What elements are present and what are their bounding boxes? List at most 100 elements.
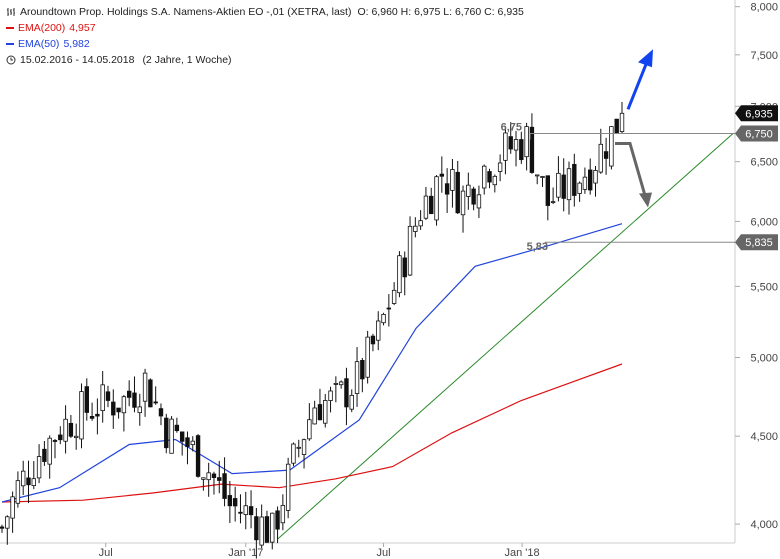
arrow-down-head [639,192,652,208]
candle-body [68,422,74,437]
candle-body [328,390,333,401]
legend-ema50: EMA(50) 5,982 [6,36,524,52]
candle-body [211,473,217,478]
candle-body [386,307,392,310]
candle-body [508,136,513,150]
period-row: 15.02.2016 - 14.05.2018 (2 Jahre, 1 Woch… [6,52,524,68]
ema50-swatch [6,43,14,45]
candle-body [561,174,566,199]
candle-body [174,424,180,432]
candle-body [291,443,296,464]
candle-body [169,418,174,454]
trendline-layer [277,133,734,540]
candle-body [307,419,312,440]
candle-body [492,175,498,186]
candle-body [407,225,413,276]
candle-body [201,477,206,480]
candle-body [471,188,476,205]
candle-body [275,510,280,530]
candle-body [264,516,270,543]
candle-body [190,440,195,446]
candle-body [126,390,132,398]
ema50-label: EMA(50) [18,38,60,50]
candle-body [26,477,31,486]
ema200-value: 4,957 [69,22,96,34]
candle-body [503,132,508,161]
candle-body [529,126,535,173]
candle-body [84,386,89,413]
support-tag-bg [735,234,778,251]
arrow-up-shaft [626,63,648,110]
candle-body [582,176,588,190]
candle-body [52,440,58,442]
candle-body [487,171,492,183]
candle-body [254,516,259,541]
candle-body [142,372,148,402]
candle-body [301,439,307,455]
candle-body [418,220,423,227]
candle-body [312,407,317,425]
y-tick-label: 5,000 [750,353,778,365]
candle-body [116,407,121,413]
candle-body [603,151,609,159]
candle-body [354,361,360,394]
candle-body [296,446,301,449]
x-tick-label: Jul [99,547,113,559]
period-note: (2 Jahre, 1 Woche) [142,54,232,66]
y-tick-label: 8,000 [750,2,778,14]
ema200-label: EMA(200) [18,22,66,34]
period-range: 15.02.2016 - 14.05.2018 [20,54,135,66]
candle-body [572,163,577,196]
candle-body [148,379,153,408]
candle-body [5,516,10,529]
candle-body [439,173,445,177]
candle-body [466,184,471,197]
y-tick-label: 6,000 [750,216,778,228]
candle-body [556,172,561,198]
candle-body [423,195,429,219]
last-price-tag-text: 6,935 [745,108,773,120]
candle-body [15,480,21,504]
ohlc-values: O: 6,960 H: 6,975 L: 6,760 C: 6,935 [357,6,524,18]
candle-body [195,435,201,477]
candle-body [497,162,503,172]
y-tick-label: 4,000 [750,519,778,531]
candle-body [338,381,344,386]
candle-body [513,139,519,151]
resistance-tag-bg [735,125,778,142]
candle-body [222,473,227,499]
resistance-tag-text: 6,750 [745,128,773,140]
ema50-value: 5,982 [63,38,90,50]
y-tick-label: 7,500 [750,50,778,62]
y-tick-label: 4,500 [750,431,778,443]
y-tick-label: 6,500 [750,157,778,169]
clock-icon [6,55,16,65]
chart-legend: Aroundtown Prop. Holdings S.A. Namens-Ak… [6,4,524,68]
candle-body [285,463,291,511]
candle-body [10,496,15,519]
ema200-line [1,363,623,503]
candle-body [519,139,524,161]
candle-body [243,505,248,515]
candle-body [153,401,158,404]
candle-body [73,435,79,438]
candle-body [476,194,482,209]
candle-body [413,225,418,232]
legend-ema200: EMA(200) 4,957 [6,20,524,36]
last-price-tag-bg [735,105,778,122]
candle-body [58,434,63,441]
candle-body [206,472,211,481]
candle-body [137,406,142,414]
candle-body [609,126,614,167]
x-tick-label: Jan '18 [505,547,540,559]
candle-body [381,314,386,324]
candle-body [444,183,450,195]
candle-body [344,378,349,408]
arrow-up-head [638,49,653,68]
arrow-down-shaft [615,141,647,196]
candle-body [317,404,323,421]
instrument-name: Aroundtown Prop. Holdings S.A. Namens-Ak… [20,6,352,18]
candle-body [31,478,36,487]
candle-body [238,511,243,514]
